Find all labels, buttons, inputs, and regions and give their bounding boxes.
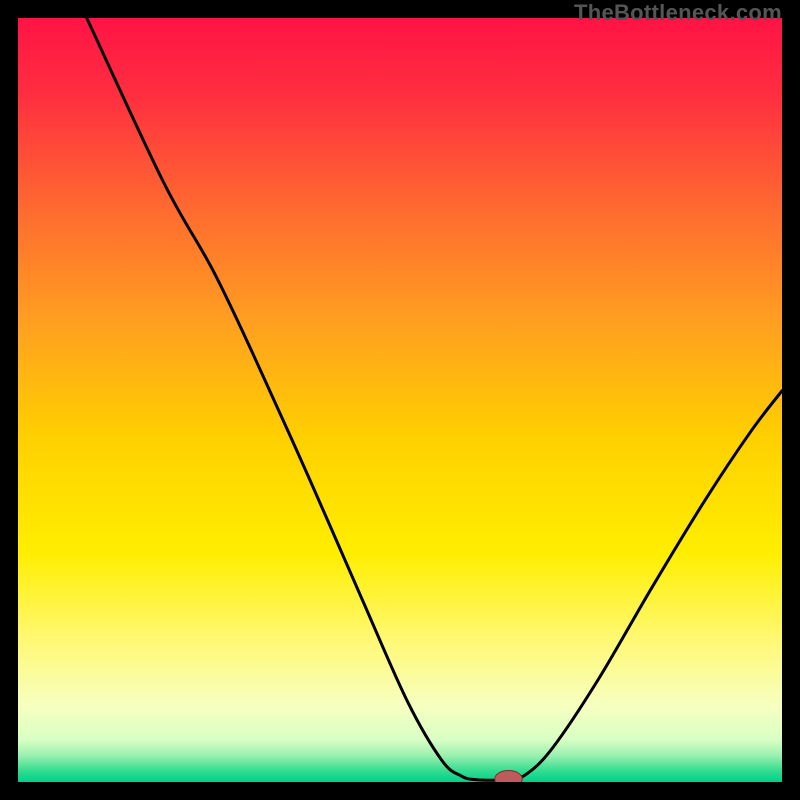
chart-frame: TheBottleneck.com — [0, 0, 800, 800]
gradient-background — [18, 18, 782, 782]
bottleneck-chart — [18, 18, 782, 782]
watermark-text: TheBottleneck.com — [574, 0, 782, 26]
